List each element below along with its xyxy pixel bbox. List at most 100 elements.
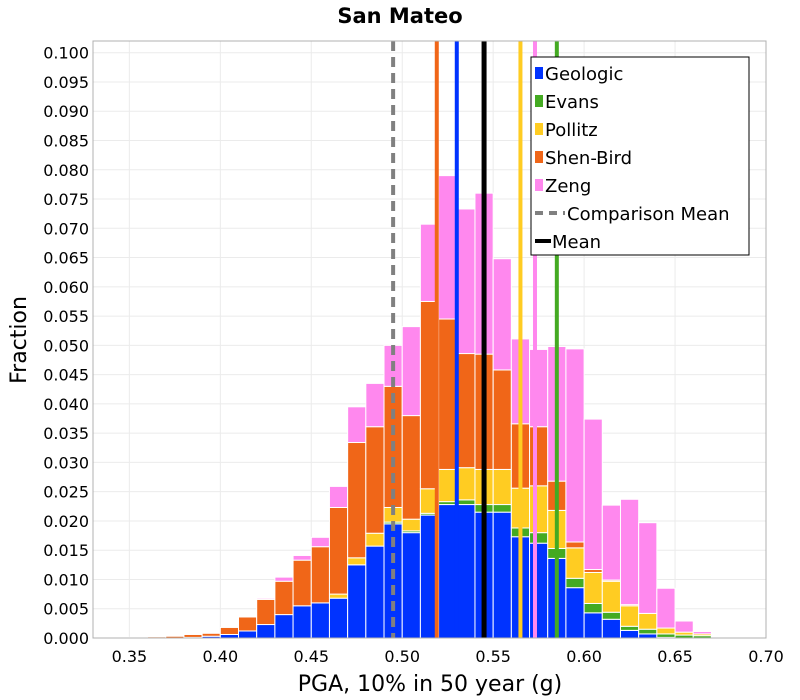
bar-pollitz [401, 518, 421, 532]
x-tick-label: 0.40 [203, 647, 239, 666]
bar-zeng [310, 536, 330, 548]
bar-geologic [401, 532, 421, 639]
legend-label: Comparison Mean [567, 204, 730, 225]
bar-shen-bird [201, 632, 221, 637]
bar-zeng [583, 418, 603, 571]
bar-shen-bird [274, 580, 294, 616]
y-tick-label: 0.010 [43, 570, 89, 589]
x-tick-label: 0.70 [748, 647, 784, 666]
bar-geologic [238, 630, 258, 639]
bar-pollitz [347, 557, 367, 566]
bar-shen-bird [365, 426, 385, 534]
y-tick-label: 0.065 [43, 249, 89, 268]
y-tick-label: 0.020 [43, 512, 89, 531]
y-tick-label: 0.080 [43, 161, 89, 180]
bar-zeng [365, 382, 385, 428]
legend-label: Pollitz [545, 120, 598, 141]
legend-swatch [535, 179, 543, 191]
bar-pollitz [656, 627, 676, 635]
bar-zeng [438, 175, 458, 320]
y-axis-ticks: 0.000 0.005 0.010 0.015 0.020 0.025 0.030 0.035… [43, 44, 89, 648]
bar-evans [492, 504, 512, 513]
y-tick-label: 0.025 [43, 483, 89, 502]
y-tick-label: 0.090 [43, 102, 89, 121]
bar-shen-bird [438, 318, 458, 470]
x-tick-label: 0.60 [566, 647, 602, 666]
bar-shen-bird [256, 598, 276, 626]
legend-label: Shen-Bird [545, 148, 632, 169]
bar-geologic [274, 614, 294, 639]
bar-geologic [619, 629, 640, 639]
legend-box [530, 56, 750, 256]
legend-label: Mean [552, 232, 601, 253]
bar-shen-bird [328, 506, 349, 595]
bar-evans [529, 532, 549, 544]
plot-frame [92, 40, 767, 639]
bar-geologic [365, 545, 385, 639]
x-tick-label: 0.50 [384, 647, 420, 666]
y-tick-label: 0.035 [43, 424, 89, 443]
legend-swatch [535, 151, 543, 163]
y-tick-label: 0.095 [43, 73, 89, 92]
bar-geologic [219, 633, 240, 639]
legend: Geologic Evans Pollitz Shen-Bird Zeng Compari… [530, 56, 750, 256]
bar-pollitz [565, 547, 585, 579]
y-tick-label: 0.070 [43, 219, 89, 238]
bar-geologic [529, 542, 549, 639]
legend-swatch [535, 95, 543, 107]
x-axis-label: PGA, 10% in 50 year (g) [298, 672, 562, 697]
y-tick-label: 0.015 [43, 541, 89, 560]
mean-lines [391, 41, 559, 638]
bar-evans [619, 625, 640, 631]
bar-zeng [656, 587, 676, 629]
bar-geologic [583, 612, 603, 639]
bar-pollitz [492, 468, 512, 506]
y-tick-label: 0.075 [43, 190, 89, 209]
bar-shen-bird [347, 442, 367, 559]
bar-pollitz [365, 532, 385, 547]
bar-geologic [256, 624, 276, 639]
bar-shen-bird [238, 616, 258, 632]
bar-zeng [456, 208, 476, 355]
bar-geologic [456, 504, 476, 639]
y-tick-label: 0.030 [43, 453, 89, 472]
bar-shen-bird [292, 559, 312, 607]
bar-shen-bird [565, 541, 585, 549]
bar-pollitz [456, 467, 476, 501]
bar-zeng [274, 576, 294, 582]
bar-zeng [401, 326, 421, 417]
bar-zeng [710, 635, 731, 638]
bar-zeng [638, 522, 658, 614]
y-tick-label: 0.000 [43, 629, 89, 648]
bar-shen-bird [456, 353, 476, 469]
bar-shen-bird [310, 546, 330, 604]
bar-evans [583, 602, 603, 614]
y-tick-label: 0.045 [43, 366, 89, 385]
bar-zeng [292, 554, 312, 561]
bar-pollitz [638, 612, 658, 630]
bar-zeng [256, 597, 276, 600]
x-axis-ticks: 0.35 0.40 0.45 0.50 0.55 0.60 0.65 0.70 [112, 647, 784, 666]
bar-zeng [492, 258, 512, 371]
bar-evans [638, 628, 658, 635]
y-tick-label: 0.100 [43, 44, 89, 63]
y-tick-label: 0.055 [43, 307, 89, 326]
bar-zeng [529, 348, 549, 428]
bar-geologic [565, 587, 585, 639]
y-tick-label: 0.040 [43, 395, 89, 414]
bar-zeng [328, 485, 349, 508]
chart-title: San Mateo [337, 4, 462, 28]
bar-pollitz [438, 468, 458, 503]
bar-geologic [438, 504, 458, 639]
bar-zeng [347, 406, 367, 444]
bar-evans [601, 611, 621, 620]
y-tick-label: 0.050 [43, 336, 89, 355]
bar-zeng [674, 620, 694, 633]
bar-pollitz [619, 605, 640, 627]
bar-zeng [238, 615, 258, 618]
bar-evans [656, 633, 676, 638]
bar-zeng [565, 348, 585, 543]
x-tick-label: 0.45 [293, 647, 329, 666]
bar-pollitz [583, 571, 603, 604]
